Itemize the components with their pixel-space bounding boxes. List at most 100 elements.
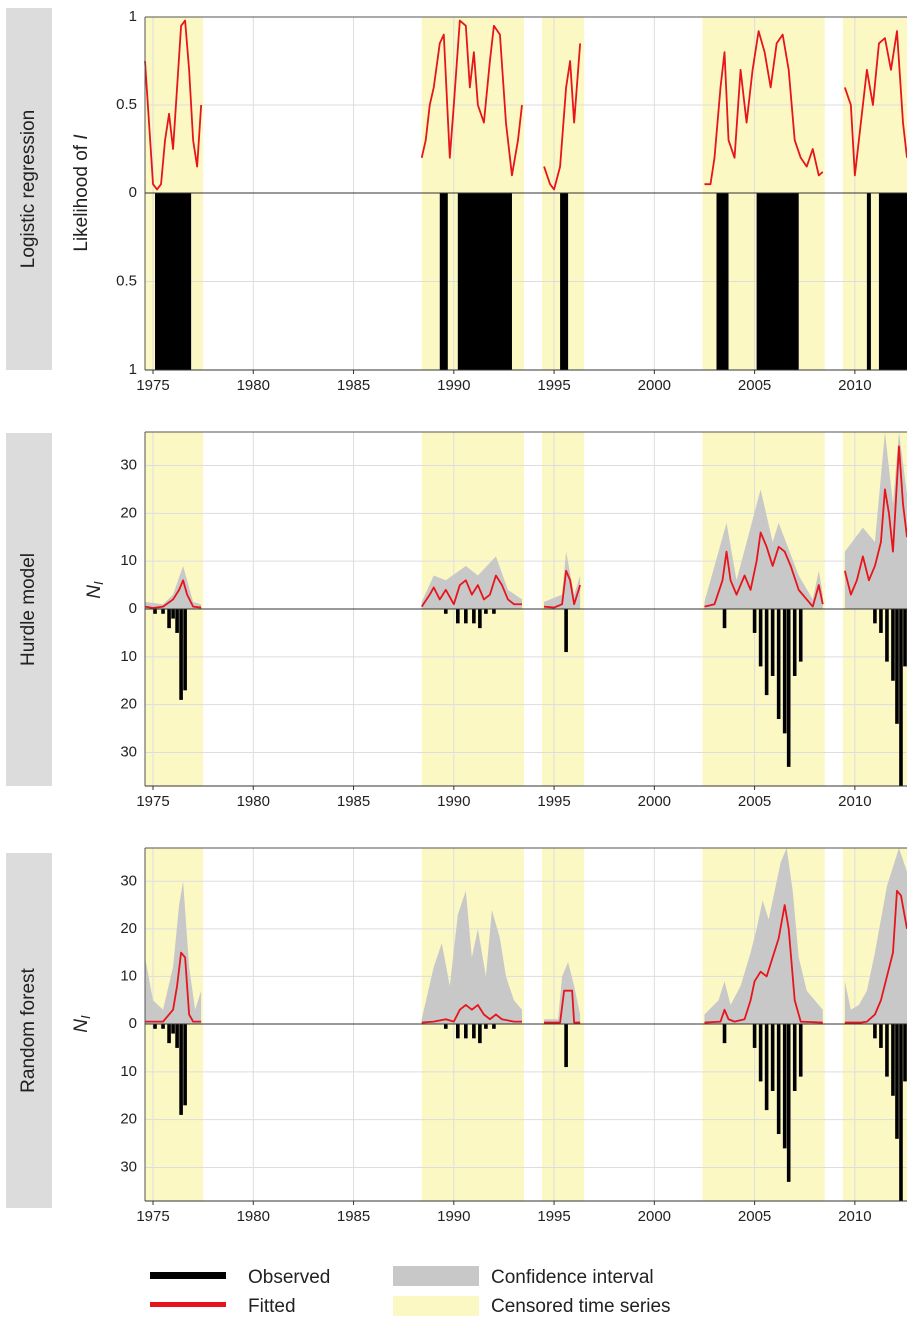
x-tick-label: 1980 bbox=[237, 1208, 270, 1225]
fitted-line bbox=[421, 1004, 522, 1024]
observed-bar bbox=[792, 1024, 797, 1091]
observed-bar bbox=[770, 1024, 775, 1091]
observed-bar bbox=[472, 609, 476, 624]
observed-bar bbox=[464, 609, 468, 624]
panel-label: Random forest bbox=[18, 967, 39, 1092]
legend-censored-swatch bbox=[393, 1296, 479, 1316]
observed-bar bbox=[161, 1024, 165, 1029]
x-tick-label: 2005 bbox=[738, 793, 771, 810]
confidence-interval bbox=[145, 565, 202, 609]
observed-bar bbox=[903, 1024, 907, 1082]
observed-bar bbox=[484, 1024, 488, 1029]
observed-bar bbox=[786, 1024, 791, 1182]
panel-label: Logistic regression bbox=[18, 110, 39, 268]
y-tick-label: 0 bbox=[129, 1015, 137, 1032]
x-tick-label: 2010 bbox=[838, 377, 871, 394]
observed-bar bbox=[478, 1024, 482, 1044]
legend-confidence-label: Confidence interval bbox=[491, 1267, 654, 1288]
observed-bar bbox=[782, 609, 787, 734]
x-tick-label: 1975 bbox=[136, 1208, 169, 1225]
observed-bar bbox=[752, 609, 757, 633]
observed-bar bbox=[885, 609, 889, 662]
confidence-interval bbox=[544, 962, 581, 1024]
y-tick-label: 20 bbox=[120, 696, 137, 713]
x-tick-label: 1985 bbox=[337, 1208, 370, 1225]
observed-bar bbox=[175, 1024, 179, 1048]
observed-bar bbox=[183, 1024, 187, 1106]
x-tick-label: 2000 bbox=[638, 1208, 671, 1225]
observed-bar bbox=[153, 1024, 157, 1029]
y-tick-label: 10 bbox=[120, 1063, 137, 1080]
x-tick-label: 2000 bbox=[638, 377, 671, 394]
y-tick-label: 0.5 bbox=[116, 96, 137, 113]
x-tick-label: 1995 bbox=[537, 793, 570, 810]
observed-bar bbox=[891, 609, 895, 681]
legend-confidence-swatch bbox=[393, 1266, 479, 1286]
hurdle-model-panel: Hurdle model 0 10 20 30 10 20 30 1975 1980 1985 199… bbox=[6, 431, 907, 810]
observed-block bbox=[560, 193, 569, 370]
observed-bar bbox=[179, 609, 183, 700]
fitted-line bbox=[420, 19, 523, 177]
y-tick-label: 20 bbox=[120, 1111, 137, 1128]
observed-bar bbox=[770, 609, 775, 676]
observed-bar bbox=[885, 1024, 889, 1077]
observed-bar bbox=[478, 609, 482, 629]
y-tick-label: 10 bbox=[120, 552, 137, 569]
observed-bar bbox=[895, 1024, 899, 1139]
confidence-interval bbox=[421, 890, 522, 1024]
confidence-interval bbox=[704, 489, 823, 609]
observed-bar bbox=[776, 1024, 781, 1135]
observed-bar bbox=[564, 1024, 568, 1068]
observed-bar bbox=[722, 1024, 727, 1044]
panel-label-box bbox=[6, 853, 52, 1208]
observed-bar bbox=[722, 609, 727, 629]
fitted-line bbox=[145, 951, 202, 1023]
fitted-line bbox=[420, 574, 522, 608]
fitted-line bbox=[843, 445, 907, 596]
fitted-line bbox=[704, 904, 823, 1024]
observed-bar bbox=[879, 609, 883, 633]
observed-bar bbox=[752, 1024, 757, 1048]
observed-bar bbox=[167, 1024, 171, 1044]
observed-bar bbox=[895, 609, 899, 724]
y-tick-label: 0 bbox=[129, 600, 137, 617]
observed-bar bbox=[873, 1024, 877, 1039]
y-tick-label: 20 bbox=[120, 504, 137, 521]
x-tick-label: 2010 bbox=[838, 1208, 871, 1225]
observed-bar bbox=[153, 609, 157, 614]
observed-bar bbox=[472, 1024, 476, 1039]
observed-bar bbox=[564, 609, 568, 653]
x-tick-label: 2000 bbox=[638, 793, 671, 810]
x-tick-label: 2010 bbox=[838, 793, 871, 810]
x-tick-label: 1995 bbox=[537, 377, 570, 394]
observed-bar bbox=[879, 1024, 883, 1048]
x-tick-label: 1990 bbox=[437, 1208, 470, 1225]
fitted-line bbox=[544, 989, 581, 1024]
fitted-line bbox=[144, 19, 203, 191]
fitted-line bbox=[144, 579, 202, 609]
x-tick-label: 2005 bbox=[738, 377, 771, 394]
observed-block bbox=[439, 193, 448, 370]
panel-label: Hurdle model bbox=[18, 553, 39, 666]
observed-bar bbox=[492, 609, 496, 614]
observed-bar bbox=[175, 609, 179, 633]
y-tick-label: 30 bbox=[120, 456, 137, 473]
observed-block bbox=[756, 193, 799, 370]
observed-block bbox=[716, 193, 729, 370]
observed-bar bbox=[492, 1024, 496, 1029]
y-tick-label: 1 bbox=[129, 361, 137, 378]
observed-bar bbox=[167, 609, 171, 629]
x-tick-label: 1990 bbox=[437, 377, 470, 394]
confidence-interval bbox=[844, 848, 907, 1024]
x-tick-label: 1975 bbox=[136, 793, 169, 810]
y-axis-label: Likelihood of I bbox=[71, 134, 92, 252]
observed-bar bbox=[758, 609, 763, 667]
observed-bar bbox=[776, 609, 781, 720]
observed-bar bbox=[899, 1024, 903, 1201]
x-tick-label: 1980 bbox=[237, 793, 270, 810]
fitted-line bbox=[543, 569, 582, 609]
y-tick-label: 30 bbox=[120, 1158, 137, 1175]
y-axis-label: NI bbox=[71, 1015, 93, 1033]
